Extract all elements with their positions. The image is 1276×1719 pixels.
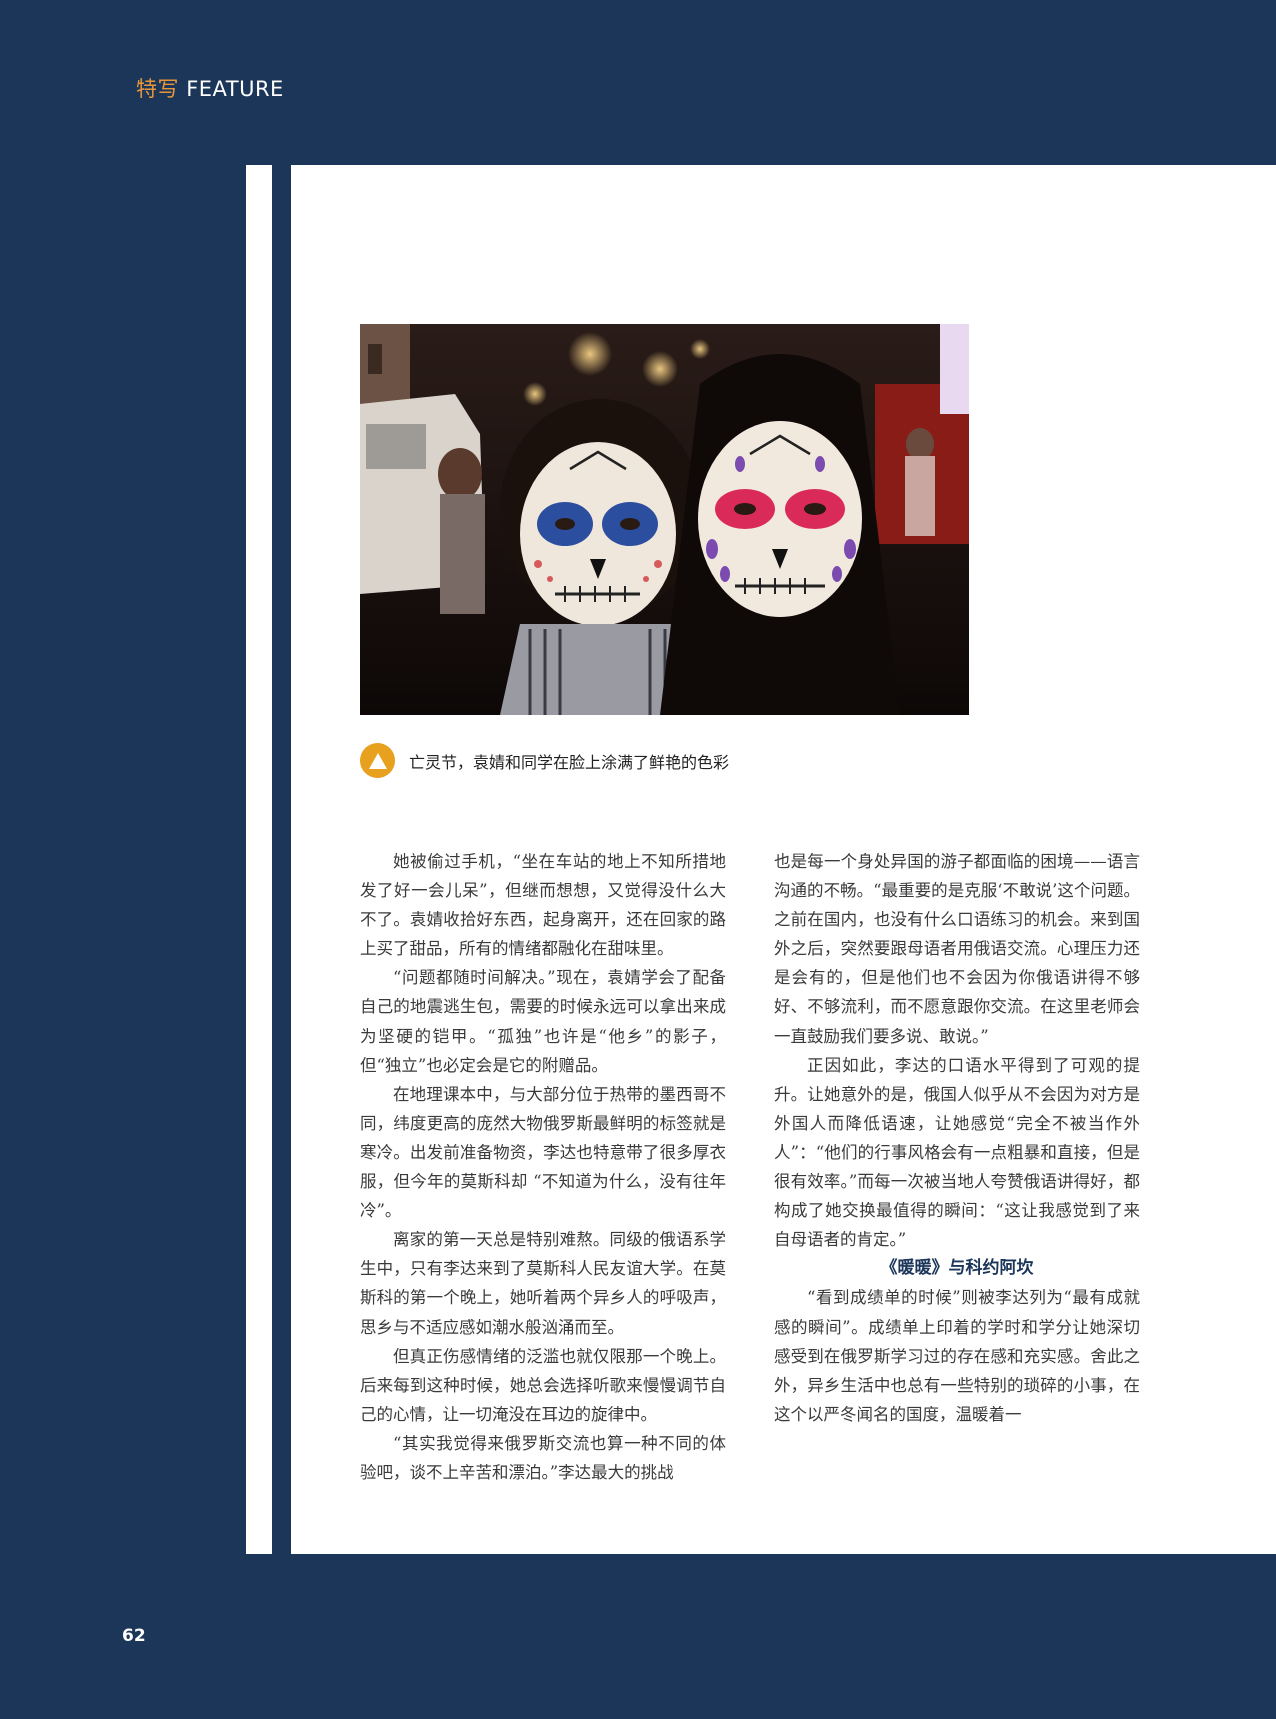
photo-caption: 亡灵节，袁婧和同学在脸上涂满了鲜艳的色彩 — [360, 743, 729, 778]
section-label: 特写 FEATURE — [136, 73, 284, 103]
paragraph: 离家的第一天总是特别难熬。同级的俄语系学生中，只有李达来到了莫斯科人民友谊大学。… — [360, 1230, 726, 1337]
decorative-strip — [246, 165, 272, 1554]
paragraph: 她被偷过手机，“坐在车站的地上不知所措地发了好一会儿呆”，但继而想想，又觉得没什… — [360, 852, 726, 959]
page-number: 62 — [122, 1626, 146, 1646]
paragraph: 在地理课本中，与大部分位于热带的墨西哥不同，纬度更高的庞然大物俄罗斯最鲜明的标签… — [360, 1084, 726, 1221]
section-label-zh: 特写 — [136, 77, 179, 101]
article-photo — [360, 324, 969, 715]
paragraph: “看到成绩单的时候”则被李达列为“最有成就感的瞬间”。成绩单上印着的学时和学分让… — [774, 1288, 1140, 1424]
section-label-en: FEATURE — [186, 77, 284, 101]
paragraph: 正因如此，李达的口语水平得到了可观的提升。让她意外的是，俄国人似乎从不会因为对方… — [774, 1055, 1140, 1250]
caption-badge — [360, 743, 395, 778]
paragraph: 也是每一个身处异国的游子都面临的困境——语言沟通的不畅。“最重要的是克服‘不敢说… — [774, 852, 1140, 1046]
triangle-up-icon — [368, 752, 387, 769]
paragraph: “问题都随时间解决。”现在，袁婧学会了配备自己的地震逃生包，需要的时候永远可以拿… — [360, 968, 726, 1075]
article-column-right: 也是每一个身处异国的游子都面临的困境——语言沟通的不畅。“最重要的是克服‘不敢说… — [774, 847, 1140, 1429]
paragraph: 但真正伤感情绪的泛滥也就仅限那一个晚上。后来每到这种时候，她总会选择听歌来慢慢调… — [360, 1346, 726, 1424]
article-column-left: 她被偷过手机，“坐在车站的地上不知所措地发了好一会儿呆”，但继而想想，又觉得没什… — [360, 847, 726, 1487]
section-subheading: 《暖暖》与科约阿坎 — [880, 1258, 1034, 1279]
day-of-the-dead-photo — [360, 324, 969, 715]
paragraph: “其实我觉得来俄罗斯交流也算一种不同的体验吧，谈不上辛苦和漂泊。”李达最大的挑战 — [360, 1433, 726, 1482]
caption-text: 亡灵节，袁婧和同学在脸上涂满了鲜艳的色彩 — [409, 752, 730, 772]
